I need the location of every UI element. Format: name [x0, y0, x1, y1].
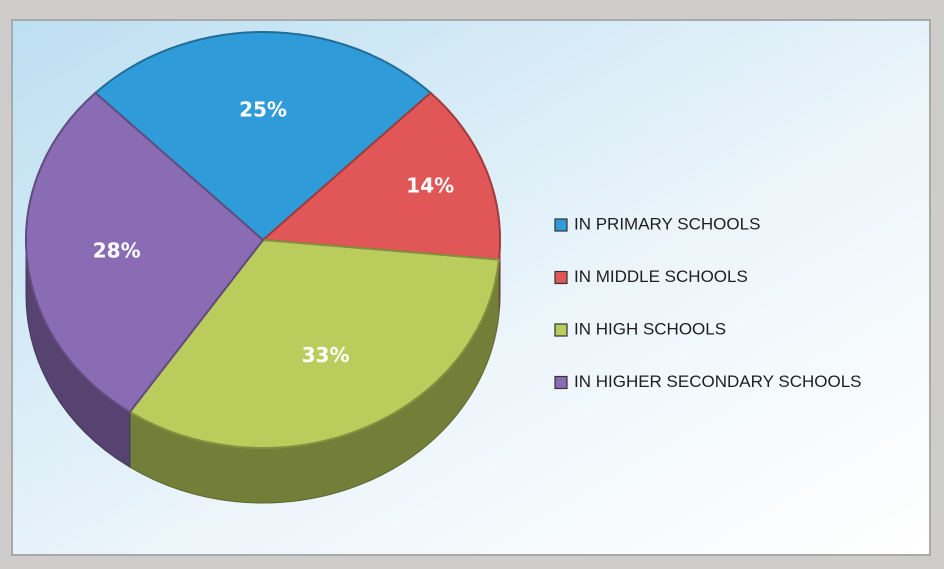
slice: [93, 31, 433, 242]
data-label: 25%: [239, 98, 287, 122]
legend-swatch: [554, 323, 568, 337]
slice: [260, 91, 501, 261]
data-label: 28%: [93, 239, 141, 263]
data-label: 14%: [406, 174, 454, 198]
data-label: 33%: [302, 343, 350, 367]
legend-label: IN PRIMARY SCHOOLS: [574, 214, 760, 233]
legend-label: IN MIDDLE SCHOOLS: [574, 267, 748, 286]
slice: [128, 238, 501, 449]
legend-label: IN HIGH SCHOOLS: [574, 319, 726, 338]
slice: [25, 91, 265, 414]
legend-swatch: [554, 218, 568, 232]
pie: 25% 14% 33% 28%: [25, 31, 501, 504]
legend-swatch: [554, 375, 568, 390]
legend-label: IN HIGHER SECONDARY SCHOOLS: [574, 372, 862, 391]
legend-swatch: [554, 270, 568, 285]
legend: IN PRIMARY SCHOOLS IN MIDDLE SCHOOLS IN HI…: [554, 214, 862, 391]
